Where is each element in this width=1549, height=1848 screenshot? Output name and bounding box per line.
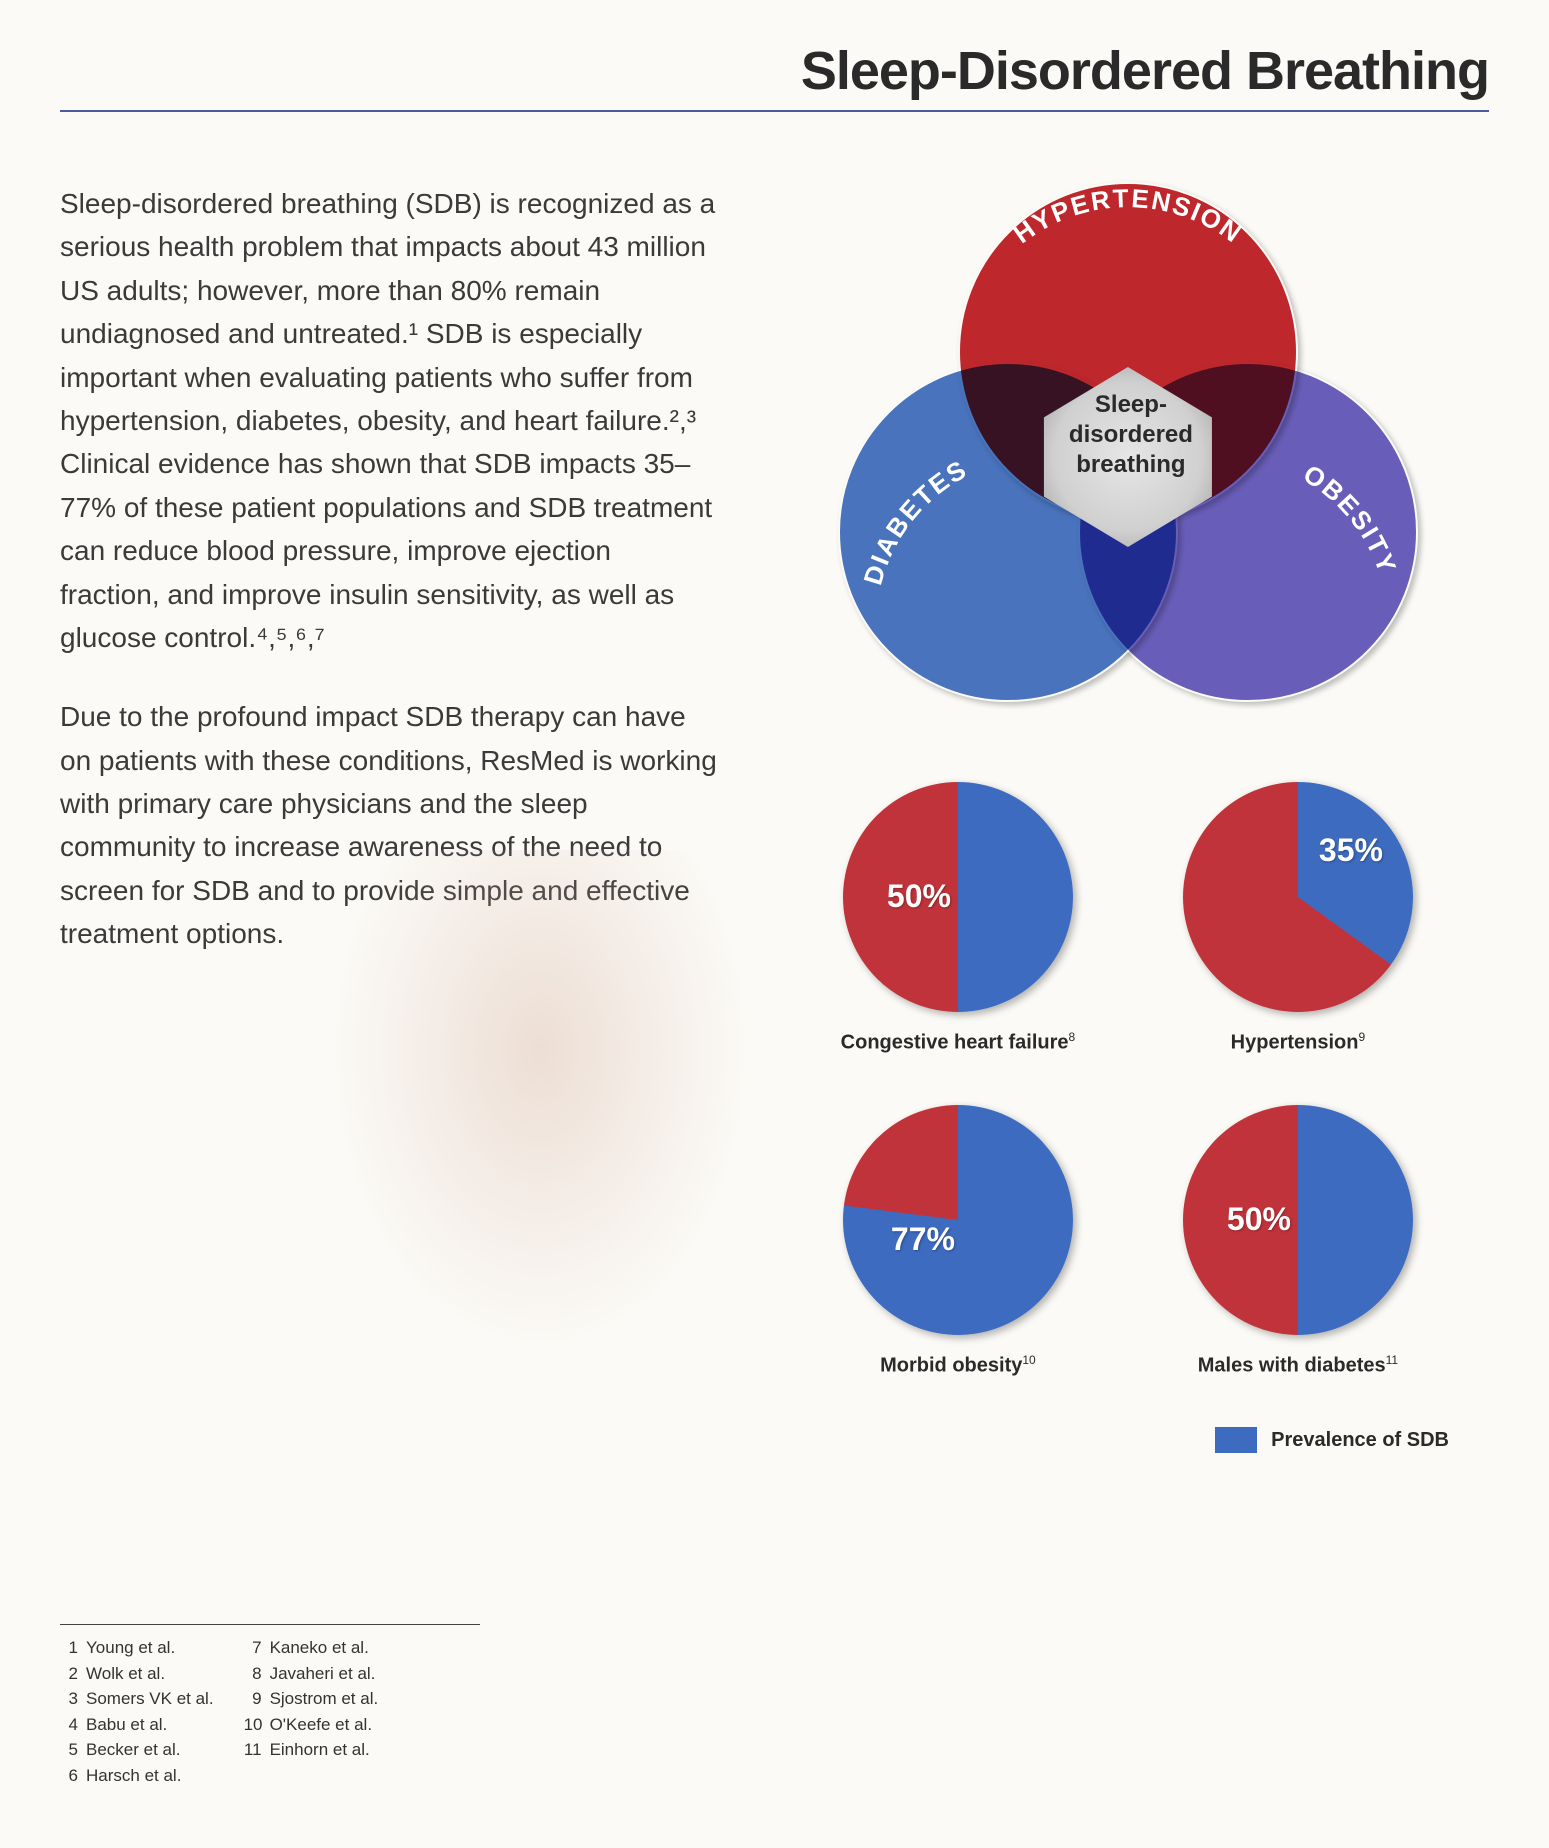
reference-item: 9Sjostrom et al. <box>244 1686 379 1712</box>
main-content: Sleep-disordered breathing (SDB) is reco… <box>60 182 1489 1453</box>
reference-item: 10O'Keefe et al. <box>244 1712 379 1738</box>
reference-item: 7Kaneko et al. <box>244 1635 379 1661</box>
reference-item: 11Einhorn et al. <box>244 1737 379 1763</box>
references: 1Young et al.2Wolk et al.3Somers VK et a… <box>60 1624 480 1788</box>
pie-caption-1: Hypertension9 <box>1231 1030 1366 1055</box>
pie-block-1: 35% Hypertension9 <box>1168 782 1428 1055</box>
page: Sleep-Disordered Breathing Sleep-disorde… <box>0 0 1549 1848</box>
venn-center-label: Sleep-disordered breathing <box>1046 390 1216 480</box>
reference-item: 6Harsch et al. <box>60 1763 214 1789</box>
intro-paragraph-2: Due to the profound impact SDB therapy c… <box>60 695 717 955</box>
pie-chart-3: 50% <box>1183 1105 1413 1335</box>
reference-item: 8Javaheri et al. <box>244 1661 379 1687</box>
pie-pct-label-3: 50% <box>1227 1201 1291 1238</box>
pie-chart-1: 35% <box>1183 782 1413 1012</box>
pie-caption-3: Males with diabetes11 <box>1198 1353 1398 1378</box>
reference-item: 1Young et al. <box>60 1635 214 1661</box>
legend-label: Prevalence of SDB <box>1271 1429 1449 1452</box>
pie-caption-2: Morbid obesity10 <box>880 1353 1036 1378</box>
reference-item: 3Somers VK et al. <box>60 1686 214 1712</box>
references-col-1: 1Young et al.2Wolk et al.3Somers VK et a… <box>60 1635 214 1788</box>
reference-item: 2Wolk et al. <box>60 1661 214 1687</box>
pie-charts-grid: 50% Congestive heart failure8 35% Hypertens… <box>828 782 1428 1377</box>
pie-block-2: 77% Morbid obesity10 <box>828 1105 1088 1378</box>
reference-item: 4Babu et al. <box>60 1712 214 1738</box>
pie-block-3: 50% Males with diabetes11 <box>1168 1105 1428 1378</box>
pie-chart-0: 50% <box>843 782 1073 1012</box>
page-title: Sleep-Disordered Breathing <box>60 40 1489 112</box>
pie-chart-2: 77% <box>843 1105 1073 1335</box>
pie-caption-0: Congestive heart failure8 <box>841 1030 1076 1055</box>
left-column: Sleep-disordered breathing (SDB) is reco… <box>60 182 727 1453</box>
venn-diagram: Sleep-disordered breathing HYPERTENSION … <box>828 182 1428 722</box>
pie-pct-label-1: 35% <box>1319 832 1383 869</box>
pie-pct-label-0: 50% <box>887 878 951 915</box>
right-column: Sleep-disordered breathing HYPERTENSION … <box>767 182 1489 1453</box>
legend-swatch <box>1215 1427 1257 1453</box>
legend: Prevalence of SDB <box>1215 1427 1449 1453</box>
intro-paragraph-1: Sleep-disordered breathing (SDB) is reco… <box>60 182 717 659</box>
reference-item: 5Becker et al. <box>60 1737 214 1763</box>
references-col-2: 7Kaneko et al.8Javaheri et al.9Sjostrom … <box>244 1635 379 1788</box>
pie-pct-label-2: 77% <box>891 1221 955 1258</box>
pie-block-0: 50% Congestive heart failure8 <box>828 782 1088 1055</box>
